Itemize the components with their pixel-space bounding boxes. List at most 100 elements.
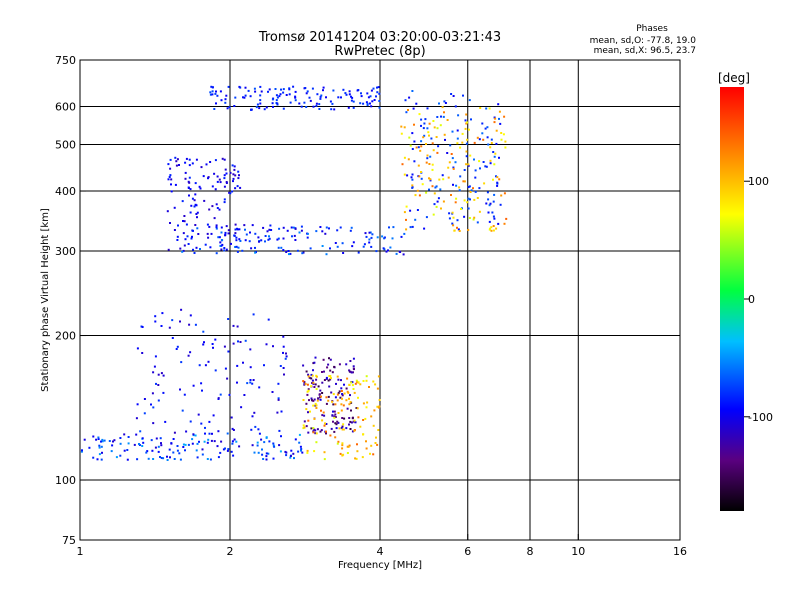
data-point — [458, 230, 461, 232]
data-point — [180, 308, 183, 311]
data-point — [207, 360, 210, 363]
data-point — [300, 229, 303, 232]
data-point — [461, 132, 464, 135]
data-point — [325, 432, 327, 435]
data-point — [469, 154, 472, 157]
data-point — [323, 379, 326, 381]
data-point — [265, 455, 268, 458]
data-point — [282, 237, 285, 240]
data-point — [233, 165, 236, 168]
x-tick-label: 4 — [377, 545, 384, 558]
data-point — [216, 175, 219, 178]
data-point — [184, 171, 187, 174]
data-point — [331, 102, 334, 105]
data-point — [357, 396, 359, 399]
data-point — [312, 369, 314, 372]
data-point — [209, 93, 212, 96]
data-point — [162, 457, 165, 460]
data-point — [187, 354, 190, 357]
data-point — [236, 250, 239, 253]
data-point — [483, 182, 486, 185]
data-point — [323, 451, 326, 454]
data-point — [218, 236, 221, 239]
data-point — [403, 232, 406, 235]
data-point — [228, 191, 231, 194]
data-point — [325, 96, 327, 99]
data-point — [324, 422, 326, 425]
data-point — [290, 226, 293, 229]
data-point — [420, 118, 423, 121]
data-point — [294, 239, 297, 241]
data-point — [152, 406, 155, 409]
data-point — [205, 163, 208, 166]
data-point — [479, 107, 482, 109]
data-point — [376, 387, 379, 390]
data-point — [405, 228, 408, 231]
data-point — [340, 379, 342, 382]
data-point — [166, 210, 169, 213]
data-point — [263, 441, 266, 444]
data-point — [170, 183, 172, 186]
data-point — [489, 202, 492, 205]
data-point — [294, 96, 297, 99]
data-point — [236, 185, 239, 188]
data-point — [276, 96, 279, 99]
data-point — [211, 205, 214, 208]
data-point — [429, 178, 432, 181]
data-point — [328, 385, 331, 388]
data-point — [417, 146, 420, 149]
data-point — [336, 245, 339, 248]
data-point — [304, 382, 307, 385]
data-point — [442, 178, 445, 181]
data-point — [222, 448, 225, 451]
data-point — [265, 106, 268, 109]
data-point — [194, 434, 197, 437]
data-point — [335, 382, 337, 385]
data-point — [223, 247, 226, 249]
data-point — [307, 375, 310, 378]
data-point — [365, 379, 368, 382]
data-point — [494, 152, 497, 155]
data-point — [225, 248, 228, 251]
data-point — [220, 99, 223, 102]
data-point — [505, 217, 508, 220]
data-point — [211, 86, 214, 89]
data-point — [459, 175, 462, 178]
data-point — [456, 129, 459, 132]
data-point — [244, 239, 247, 242]
data-point — [233, 168, 236, 171]
data-point — [191, 197, 194, 200]
data-point — [345, 363, 348, 366]
data-point — [299, 445, 302, 448]
data-point — [303, 426, 306, 429]
data-point — [336, 375, 339, 378]
data-point — [230, 416, 233, 419]
data-point — [334, 403, 337, 406]
data-point — [473, 158, 475, 161]
data-point — [231, 190, 234, 193]
data-point — [321, 414, 324, 417]
data-point — [224, 101, 227, 104]
data-point — [374, 383, 377, 386]
data-point — [257, 451, 260, 454]
data-point — [336, 229, 339, 232]
data-point — [138, 443, 140, 445]
data-point — [169, 167, 172, 170]
data-point — [224, 98, 227, 101]
data-point — [236, 364, 239, 367]
data-point — [141, 445, 144, 447]
data-point — [223, 345, 226, 348]
data-point — [196, 456, 199, 459]
data-point — [196, 227, 199, 230]
data-point — [352, 367, 355, 370]
data-point — [174, 183, 177, 186]
data-point — [413, 160, 416, 163]
data-point — [348, 383, 351, 386]
data-point — [278, 95, 281, 98]
data-point — [249, 231, 251, 234]
data-point — [337, 378, 340, 381]
data-point — [331, 371, 334, 374]
data-point — [210, 85, 213, 88]
data-point — [258, 107, 261, 110]
data-point — [252, 313, 255, 316]
